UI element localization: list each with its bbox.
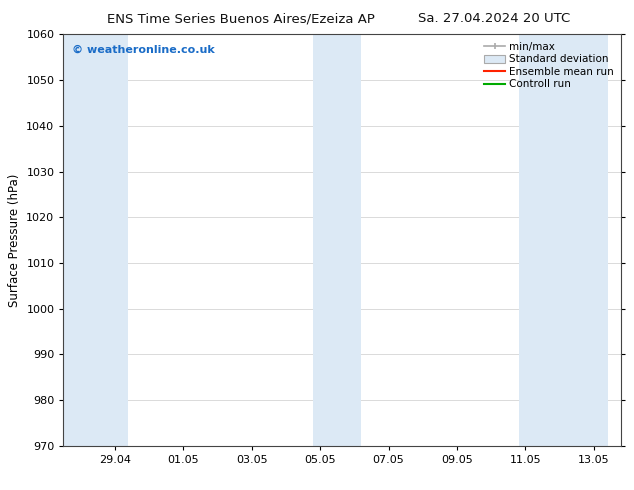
Bar (313, 34, 361, 446)
Bar (519, 34, 607, 446)
Text: Sa. 27.04.2024 20 UTC: Sa. 27.04.2024 20 UTC (418, 12, 571, 25)
Legend: min/max, Standard deviation, Ensemble mean run, Controll run: min/max, Standard deviation, Ensemble me… (482, 40, 616, 92)
Text: © weatheronline.co.uk: © weatheronline.co.uk (72, 45, 214, 54)
Y-axis label: Surface Pressure (hPa): Surface Pressure (hPa) (8, 173, 21, 307)
Text: ENS Time Series Buenos Aires/Ezeiza AP: ENS Time Series Buenos Aires/Ezeiza AP (107, 12, 375, 25)
Bar (63, 34, 129, 446)
